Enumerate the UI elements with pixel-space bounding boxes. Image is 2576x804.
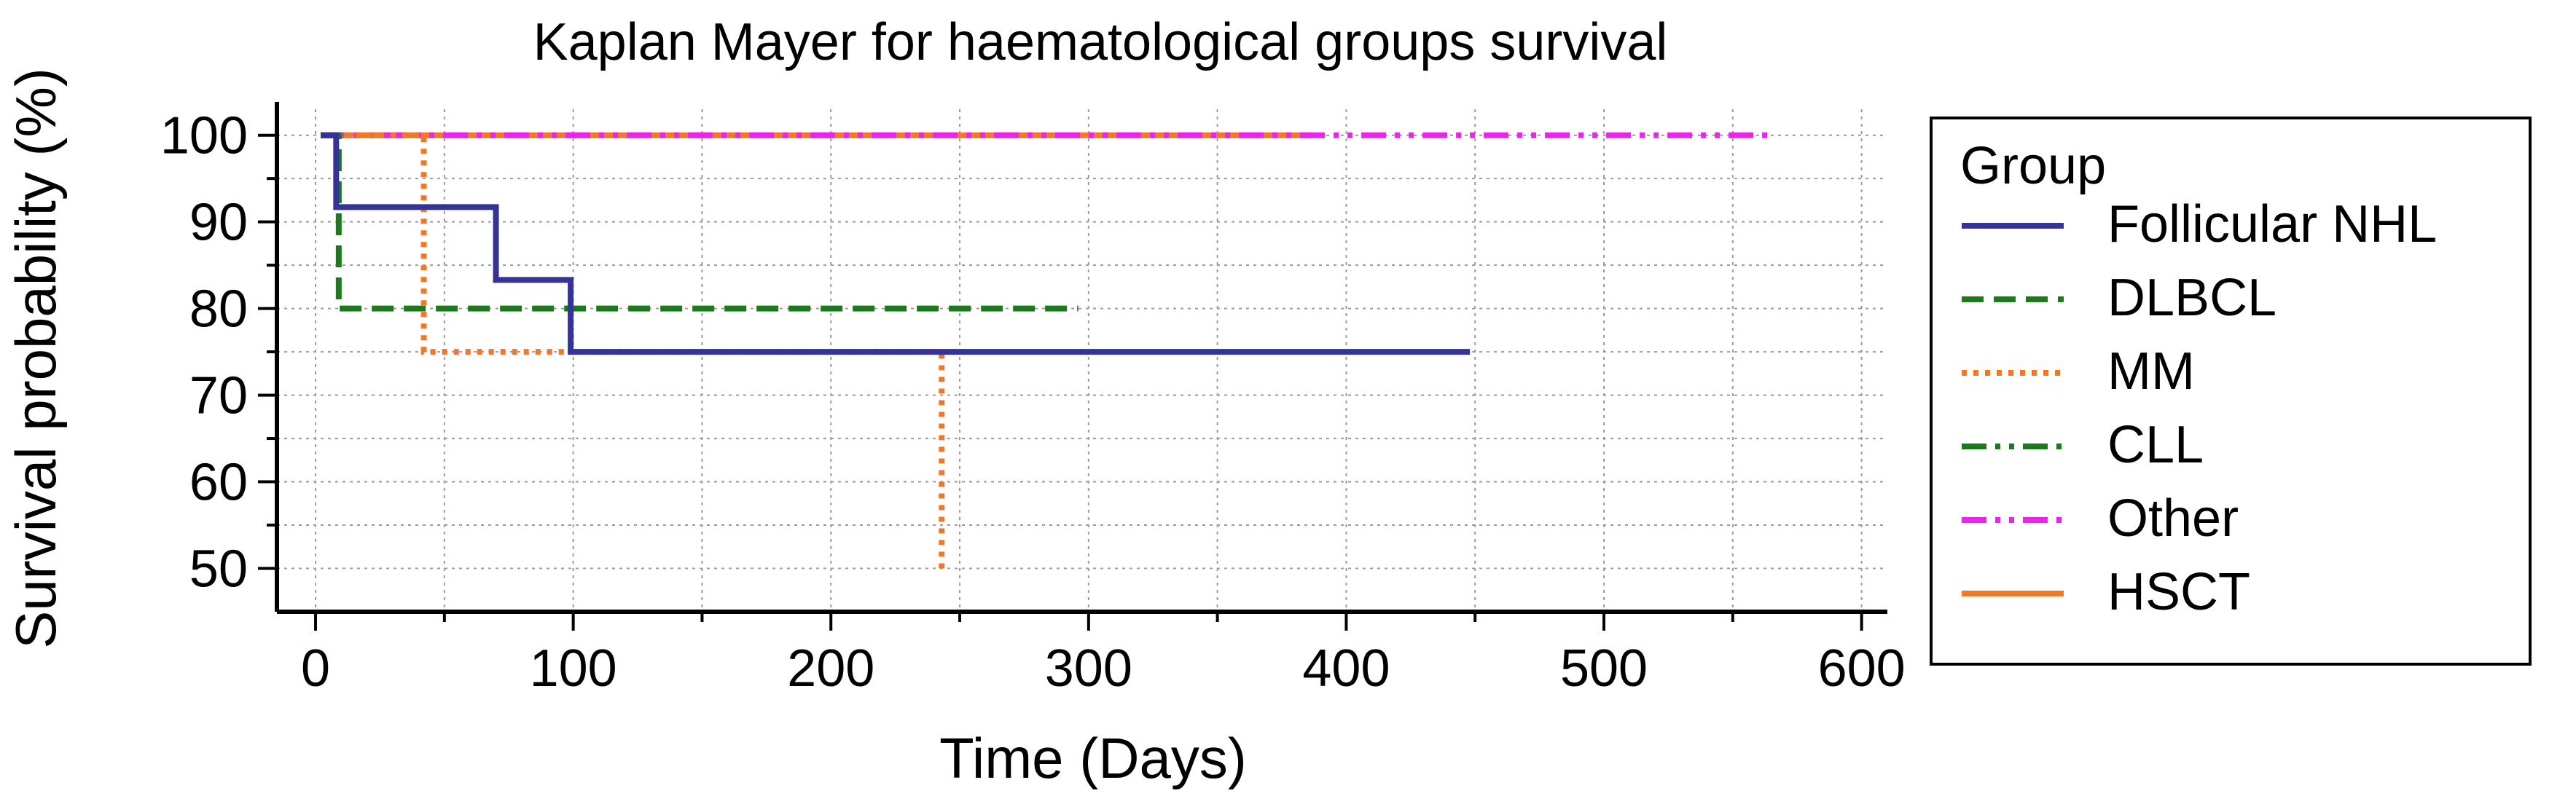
x-tick-label: 600: [1818, 639, 1906, 698]
x-axis-title: Time (Days): [939, 726, 1247, 790]
x-tick-label: 300: [1045, 639, 1132, 698]
legend-items: Follicular NHL DLBCL MM CLL Other HSCT: [1962, 195, 2437, 621]
legend-label-dlbcl: DLBCL: [2107, 269, 2276, 327]
y-tick-label: 100: [160, 107, 248, 165]
legend-label-hsct: HSCT: [2107, 563, 2250, 621]
y-tick-label: 90: [189, 194, 248, 252]
legend-label-mm: MM: [2107, 342, 2195, 401]
series-lines: [321, 132, 1772, 569]
legend-label-other: Other: [2107, 489, 2239, 548]
y-tick-label: 70: [189, 367, 248, 425]
legend-label-cll: CLL: [2107, 416, 2204, 474]
y-tick-label: 60: [189, 454, 248, 512]
chart-title: Kaplan Mayer for haematological groups s…: [533, 13, 1668, 71]
y-tick-label: 80: [189, 280, 248, 339]
y-tick-label: 50: [189, 540, 248, 599]
legend-label-follicular-nhl: Follicular NHL: [2107, 195, 2437, 253]
grid: [277, 109, 1887, 612]
series-line-follicular-nhl: [321, 132, 1471, 355]
legend-frame: [1930, 117, 2532, 666]
x-tick-label: 400: [1302, 639, 1390, 698]
legend-title: Group: [1960, 137, 2106, 195]
x-tick-label: 200: [787, 639, 874, 698]
y-axis-title: Survival probability (%): [4, 68, 68, 649]
x-tick-label: 500: [1560, 639, 1648, 698]
x-tick-label: 100: [530, 639, 617, 698]
tick-labels: 0 100 200 300 400 500 600 50 60 70 80 90 100: [160, 107, 1906, 698]
axes: [258, 102, 1887, 631]
x-tick-label: 0: [301, 639, 330, 698]
series-line-mm: [321, 132, 945, 569]
legend: Group Follicular NHL DLBCL MM CLL Other HSCT: [1930, 117, 2532, 666]
